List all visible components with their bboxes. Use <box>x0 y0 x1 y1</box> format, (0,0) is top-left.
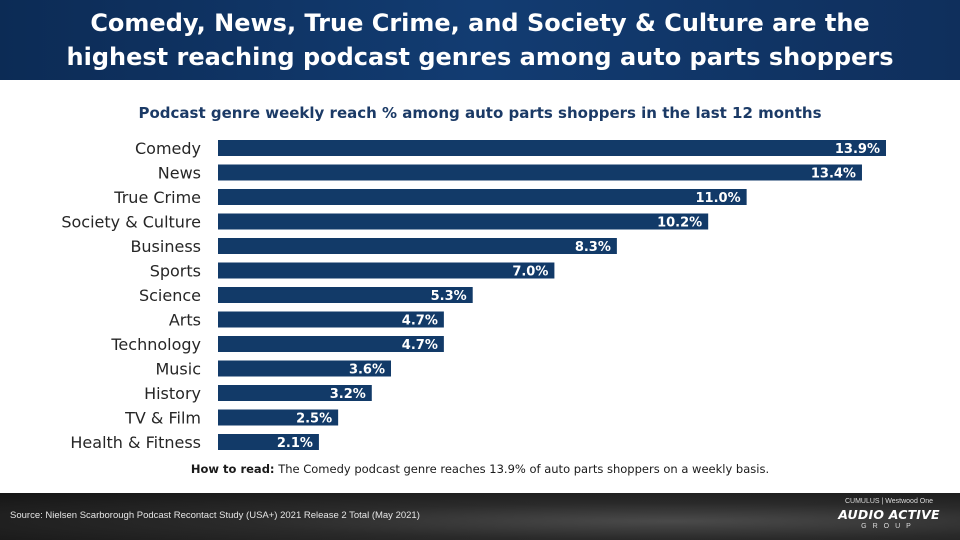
category-label: History <box>144 384 201 403</box>
logo-top-text: CUMULUS | Westwood One <box>844 498 934 505</box>
chart-title: Podcast genre weekly reach % among auto … <box>138 104 822 122</box>
category-label: Technology <box>110 335 201 354</box>
bar <box>218 287 473 303</box>
bar <box>218 164 862 181</box>
category-label: Science <box>139 286 201 305</box>
category-label: TV & Film <box>124 409 201 428</box>
value-label: 2.5% <box>296 412 332 427</box>
value-label: 4.7% <box>402 314 438 329</box>
bar <box>218 213 709 230</box>
how-to-read-label: How to read: <box>190 462 275 476</box>
how-to-read-text: The Comedy podcast genre reaches 13.9% o… <box>278 462 770 476</box>
bar-chart: Comedy 13.9% News 13.4% True Crime 11.0% Socie… <box>61 139 886 452</box>
footer-bar: Source: Nielsen Scarborough Podcast Reco… <box>0 493 960 540</box>
bar <box>218 189 747 205</box>
value-label: 10.2% <box>657 216 702 231</box>
category-label: Society & Culture <box>61 213 201 232</box>
value-label: 3.2% <box>330 387 366 402</box>
bar <box>218 434 319 450</box>
category-label: Comedy <box>135 139 201 158</box>
bar <box>218 360 392 377</box>
value-label: 8.3% <box>575 240 611 255</box>
bar <box>218 336 444 352</box>
audio-active-group-logo: CUMULUS | Westwood One AUDIO ACTIVE GROU… <box>830 497 948 537</box>
category-label: Music <box>155 360 201 379</box>
category-label: True Crime <box>113 188 201 207</box>
category-label: Business <box>130 237 201 256</box>
bar <box>218 238 617 254</box>
value-label: 2.1% <box>277 436 313 451</box>
category-label: Sports <box>150 262 201 281</box>
bar <box>218 262 555 279</box>
value-label: 3.6% <box>349 363 385 378</box>
title-line-1: Comedy, News, True Crime, and Society & … <box>90 9 870 37</box>
title-banner: Comedy, News, True Crime, and Society & … <box>0 0 960 80</box>
source-text: Source: Nielsen Scarborough Podcast Reco… <box>10 510 420 521</box>
bar <box>218 140 886 156</box>
bar <box>218 311 444 328</box>
value-label: 13.9% <box>835 142 880 157</box>
how-to-read-note: How to read: The Comedy podcast genre re… <box>0 462 960 476</box>
category-label: Arts <box>169 311 201 330</box>
bar <box>218 409 339 426</box>
value-label: 4.7% <box>402 338 438 353</box>
logo-sub-text: GROUP <box>861 523 917 530</box>
title-line-2: highest reaching podcast genres among au… <box>66 43 894 71</box>
value-label: 11.0% <box>696 191 741 206</box>
category-label: News <box>158 164 201 183</box>
value-label: 7.0% <box>512 265 548 280</box>
category-label: Health & Fitness <box>70 433 201 452</box>
bar <box>218 385 372 401</box>
value-label: 13.4% <box>811 167 856 182</box>
logo-main-text: AUDIO ACTIVE <box>838 507 940 522</box>
value-label: 5.3% <box>431 289 467 304</box>
